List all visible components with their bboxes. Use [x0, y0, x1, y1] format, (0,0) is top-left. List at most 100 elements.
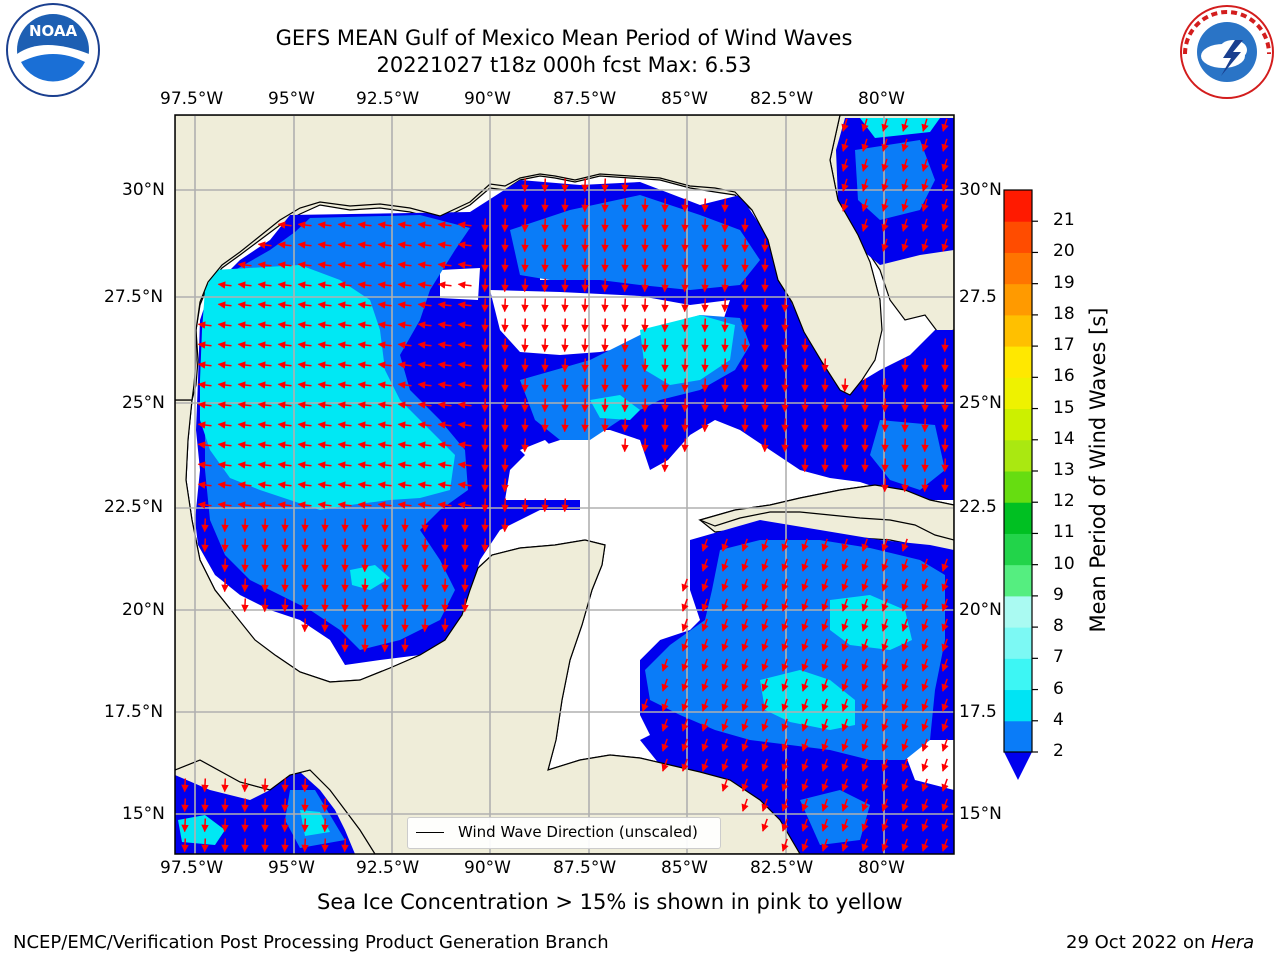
- lat-left-label: 30°N: [122, 180, 165, 200]
- wind-wave-arrow: [641, 398, 649, 413]
- wind-wave-arrow: [221, 538, 229, 553]
- wind-wave-arrow: [921, 418, 929, 433]
- wind-wave-arrow: [661, 358, 669, 373]
- wind-wave-arrow: [881, 578, 889, 592]
- wind-wave-arrow: [861, 818, 869, 832]
- wind-wave-arrow: [621, 318, 629, 333]
- wind-wave-arrow: [681, 378, 689, 393]
- colorbar-tick-label: 4: [1053, 709, 1064, 730]
- wind-wave-arrow: [821, 738, 829, 752]
- wind-wave-arrow: [501, 218, 509, 233]
- wind-wave-arrow: [661, 318, 669, 333]
- wind-wave-arrow: [941, 838, 949, 852]
- wind-wave-arrow: [317, 501, 332, 509]
- colorbar: [1003, 189, 1038, 780]
- wind-wave-arrow: [901, 418, 909, 433]
- wind-wave-arrow: [337, 341, 352, 349]
- colorbar-segment: [1004, 190, 1032, 222]
- wind-wave-arrow: [821, 838, 829, 852]
- wind-wave-arrow: [401, 638, 409, 653]
- wind-wave-arrow: [317, 301, 332, 309]
- wind-wave-arrow: [921, 798, 929, 812]
- wind-wave-arrow: [217, 501, 232, 509]
- wind-wave-arrow: [861, 678, 869, 692]
- wind-wave-arrow: [681, 298, 689, 313]
- wind-wave-arrow: [641, 298, 649, 313]
- wind-wave-arrow: [781, 718, 789, 732]
- wind-wave-arrow: [181, 798, 189, 813]
- wind-wave-arrow: [881, 758, 889, 772]
- footer-date-text: 29 Oct 2022 on: [1066, 932, 1212, 953]
- wind-wave-arrow: [901, 658, 909, 672]
- wind-wave-arrow: [481, 258, 489, 273]
- wind-wave-arrow: [821, 538, 829, 552]
- wind-wave-arrow: [521, 298, 529, 313]
- wind-wave-arrow: [841, 198, 849, 212]
- wind-wave-arrow: [841, 798, 849, 812]
- wind-wave-arrow: [681, 358, 689, 373]
- wind-wave-arrow: [681, 658, 689, 672]
- wind-wave-arrow: [641, 238, 649, 253]
- wind-wave-arrow: [397, 281, 412, 289]
- wind-wave-arrow: [217, 301, 232, 309]
- wind-wave-arrow: [941, 198, 949, 212]
- wind-wave-arrow: [417, 261, 432, 269]
- wind-wave-arrow: [337, 401, 352, 409]
- wind-wave-arrow: [221, 558, 229, 573]
- wind-wave-arrow: [601, 418, 609, 433]
- wind-wave-arrow: [437, 421, 452, 429]
- lon-bottom-label: 82.5°W: [750, 858, 814, 878]
- wind-wave-arrow: [197, 361, 212, 369]
- wind-wave-arrow: [721, 318, 729, 333]
- wind-wave-arrow: [501, 278, 509, 293]
- colorbar-tick-label: 15: [1053, 397, 1075, 418]
- wind-wave-arrow: [721, 778, 729, 792]
- wind-wave-arrow: [761, 798, 769, 812]
- wind-wave-arrow: [701, 578, 709, 592]
- wind-wave-arrow: [841, 578, 849, 592]
- wind-wave-arrow: [781, 418, 789, 433]
- wind-wave-arrow: [197, 441, 212, 449]
- land-cuba-overlay: [698, 484, 954, 541]
- svg-text:NOAA: NOAA: [29, 22, 78, 40]
- wind-wave-arrow: [421, 538, 429, 553]
- wind-wave-arrow: [741, 538, 749, 552]
- wind-wave-arrow: [781, 378, 789, 393]
- wind-wave-arrow: [701, 418, 709, 433]
- wind-wave-arrow: [801, 558, 809, 572]
- wind-wave-arrow: [601, 198, 609, 213]
- wind-wave-arrow: [297, 501, 312, 509]
- wind-wave-arrow: [317, 441, 332, 449]
- wind-wave-arrow: [921, 358, 929, 373]
- wind-wave-arrow: [481, 398, 489, 413]
- wind-wave-arrow: [297, 421, 312, 429]
- wind-wave-arrow: [301, 618, 309, 633]
- wind-wave-arrow: [901, 218, 909, 232]
- lat-left-label: 25°N: [122, 393, 165, 413]
- wind-wave-arrow: [481, 458, 489, 473]
- wind-wave-arrow: [481, 318, 489, 333]
- wind-wave-arrow: [561, 378, 569, 393]
- wind-wave-arrow: [261, 798, 269, 813]
- wind-wave-arrow: [377, 321, 392, 329]
- wind-wave-arrow: [921, 458, 929, 473]
- wind-wave-arrow: [457, 361, 472, 369]
- wind-wave-arrow: [621, 338, 629, 353]
- wind-wave-arrow: [901, 138, 909, 152]
- wind-wave-arrow: [621, 438, 629, 453]
- wind-wave-arrow: [801, 578, 809, 592]
- wind-wave-arrow: [741, 638, 749, 652]
- wind-wave-arrow: [941, 818, 949, 832]
- legend-line-swatch: [416, 832, 444, 833]
- wind-wave-arrow: [421, 518, 429, 533]
- wind-wave-arrow: [437, 281, 452, 289]
- wind-wave-arrow: [801, 598, 809, 612]
- wind-wave-arrow: [481, 358, 489, 373]
- wind-wave-arrow: [881, 658, 889, 672]
- wind-wave-arrow: [337, 361, 352, 369]
- wind-wave-arrow: [821, 418, 829, 433]
- wind-wave-arrow: [921, 138, 929, 152]
- wind-wave-arrow: [457, 421, 472, 429]
- wind-wave-arrow: [761, 578, 769, 592]
